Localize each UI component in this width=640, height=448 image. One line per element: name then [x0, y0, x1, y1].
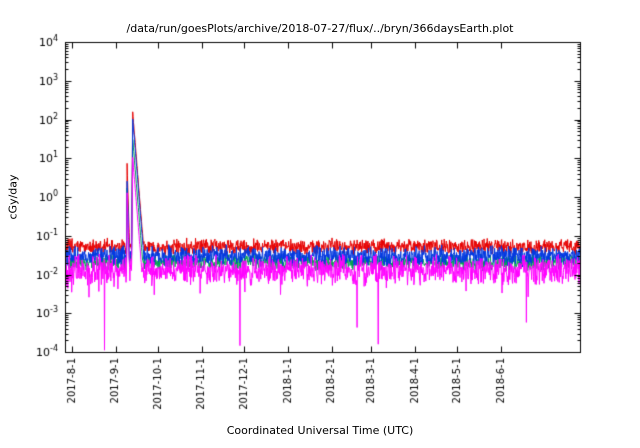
y-axis-title: cGy/day — [6, 174, 20, 220]
x-axis-title: Coordinated Universal Time (UTC) — [226, 424, 414, 437]
chart-title: /data/run/goesPlots/archive/2018-07-27/f… — [126, 22, 514, 35]
